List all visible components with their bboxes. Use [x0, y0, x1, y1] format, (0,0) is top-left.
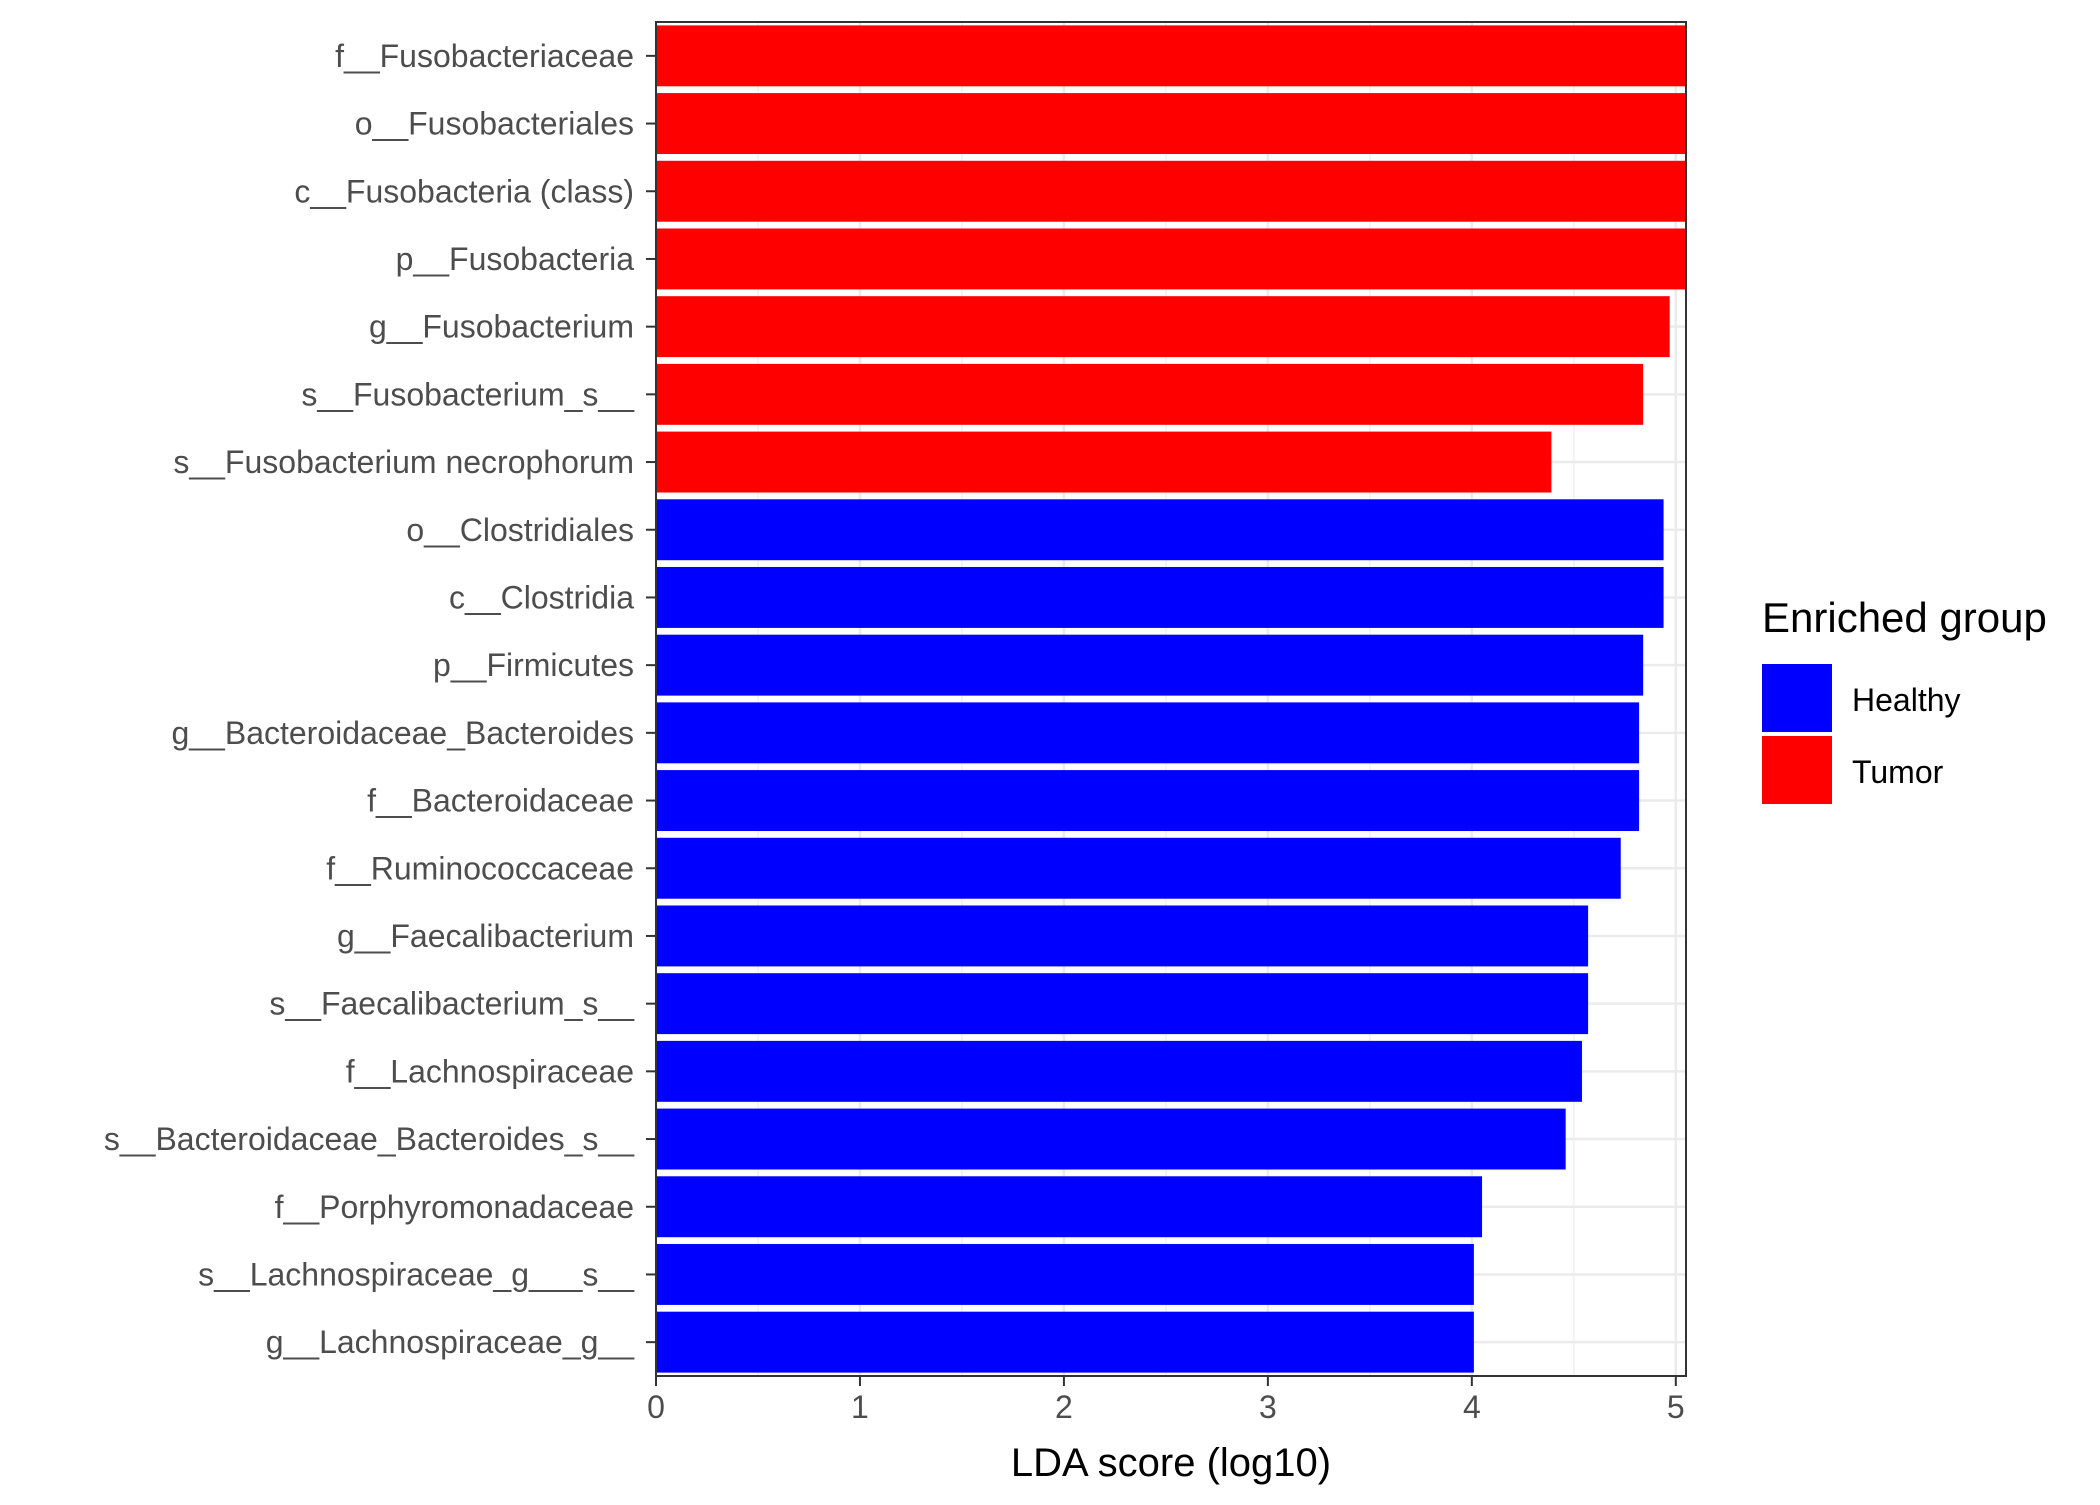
panel-border — [655, 21, 1687, 1377]
x-tick-label: 2 — [1055, 1389, 1073, 1425]
bar-healthy — [656, 566, 1664, 628]
x-axis-title: LDA score (log10) — [1011, 1441, 1331, 1485]
x-axis: 0 1 2 3 4 5 — [647, 1376, 1685, 1425]
legend-key-healthy — [1762, 664, 1832, 732]
bar-tumor — [656, 25, 1686, 87]
bar-tumor — [656, 363, 1644, 425]
legend-label-tumor: Tumor — [1852, 754, 1944, 790]
y-tick-label: c__Fusobacteria (class) — [294, 173, 634, 209]
y-tick-label: s__Fusobacterium_s__ — [301, 376, 635, 412]
y-tick-label: s__Lachnospiraceae_g___s__ — [198, 1256, 635, 1292]
bar-tumor — [656, 431, 1552, 493]
bar-healthy — [656, 1040, 1582, 1102]
y-tick-label: g__Fusobacterium — [369, 309, 634, 345]
x-tick-label: 4 — [1463, 1389, 1481, 1425]
bar-healthy — [656, 702, 1640, 764]
bar-healthy — [656, 905, 1589, 967]
x-tick-label: 0 — [647, 1389, 665, 1425]
bar-healthy — [656, 1243, 1474, 1305]
y-tick-label: f__Fusobacteriaceae — [335, 38, 634, 74]
bar-tumor — [656, 93, 1686, 155]
bar-tumor — [656, 228, 1686, 290]
y-tick-label: g__Bacteroidaceae_Bacteroides — [171, 715, 634, 751]
y-tick-label: f__Bacteroidaceae — [367, 783, 634, 819]
bar-healthy — [656, 837, 1621, 899]
y-tick-label: o__Fusobacteriales — [355, 106, 634, 142]
bar-tumor — [656, 296, 1670, 358]
x-tick-label: 3 — [1259, 1389, 1277, 1425]
bar-healthy — [656, 1176, 1483, 1238]
bar-healthy — [656, 634, 1644, 696]
y-tick-label: s__Bacteroidaceae_Bacteroides_s__ — [104, 1121, 635, 1157]
x-tick-label: 5 — [1667, 1389, 1685, 1425]
panel-background — [656, 22, 1686, 1376]
y-tick-label: p__Firmicutes — [433, 647, 634, 683]
bar-healthy — [656, 1108, 1566, 1170]
bar-healthy — [656, 499, 1664, 561]
y-tick-label: c__Clostridia — [449, 579, 634, 615]
bar-healthy — [656, 1311, 1474, 1373]
legend-title: Enriched group — [1762, 594, 2047, 641]
bars-layer — [656, 25, 1686, 1373]
y-tick-label: g__Lachnospiraceae_g__ — [266, 1324, 636, 1360]
y-tick-label: p__Fusobacteria — [396, 241, 635, 277]
legend-label-healthy: Healthy — [1852, 682, 1961, 718]
y-tick-label: o__Clostridiales — [406, 512, 634, 548]
bar-healthy — [656, 973, 1589, 1035]
legend-key-tumor — [1762, 736, 1832, 804]
bar-healthy — [656, 770, 1640, 832]
y-axis: f__Fusobacteriaceae o__Fusobacteriales c__… — [104, 38, 656, 1360]
y-tick-label: s__Faecalibacterium_s__ — [269, 986, 635, 1022]
y-tick-label: s__Fusobacterium necrophorum — [173, 444, 634, 480]
y-tick-label: f__Lachnospiraceae — [346, 1053, 634, 1089]
y-tick-label: f__Ruminococcaceae — [326, 850, 634, 886]
grid-layer — [654, 22, 1686, 1376]
legend: Enriched group Healthy Tumor — [1762, 594, 2047, 804]
bar-tumor — [656, 160, 1686, 222]
y-tick-label: f__Porphyromonadaceae — [275, 1189, 634, 1225]
y-tick-label: g__Faecalibacterium — [337, 918, 634, 954]
x-tick-label: 1 — [851, 1389, 869, 1425]
